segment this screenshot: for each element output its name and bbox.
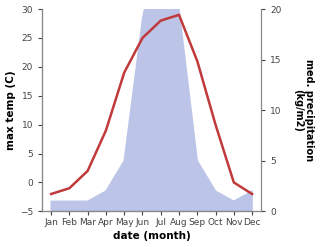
Y-axis label: max temp (C): max temp (C) [5,70,16,150]
Y-axis label: med. precipitation
(kg/m2): med. precipitation (kg/m2) [293,59,315,161]
X-axis label: date (month): date (month) [113,231,190,242]
